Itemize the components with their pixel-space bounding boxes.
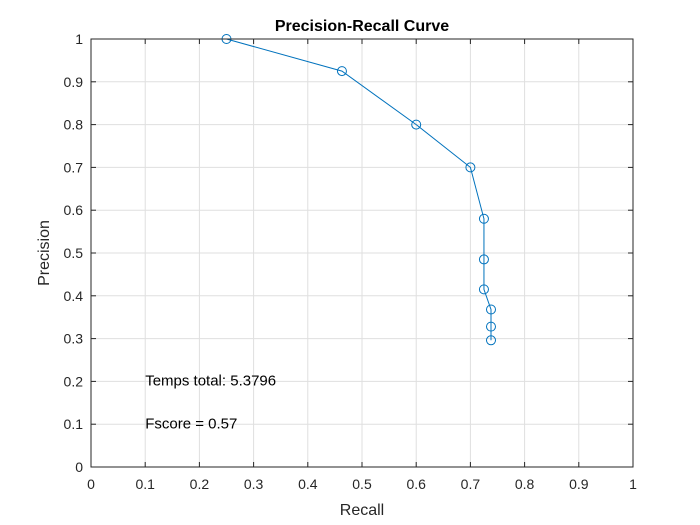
series-group — [221, 34, 496, 346]
x-tick-label: 1 — [629, 476, 637, 492]
data-point-marker — [411, 119, 422, 130]
chart-title: Precision-Recall Curve — [275, 18, 449, 35]
data-point-marker — [478, 213, 489, 224]
x-tick-label: 0.9 — [569, 476, 589, 492]
y-tick-label: 0.4 — [64, 288, 84, 304]
data-point-marker — [478, 284, 489, 295]
x-tick-label: 0.3 — [244, 476, 264, 492]
data-point-marker — [465, 162, 476, 173]
series-line — [226, 38, 492, 341]
y-axis-label: Precision — [36, 220, 53, 286]
y-tick-label: 1 — [75, 31, 83, 47]
x-tick-label: 0.8 — [515, 476, 535, 492]
data-point-marker — [336, 66, 347, 77]
grid — [90, 38, 634, 468]
x-tick-label: 0.1 — [135, 476, 155, 492]
y-tick-label: 0 — [75, 459, 83, 475]
y-tick-label: 0.3 — [64, 331, 84, 347]
data-point-marker — [485, 321, 496, 332]
y-tick-label: 0.7 — [64, 159, 84, 175]
y-tick-label: 0.8 — [64, 117, 84, 133]
chart-annotation: Temps total: 5.3796 — [145, 373, 276, 390]
chart-annotation: Fscore = 0.57 — [145, 415, 237, 432]
x-tick-label: 0.2 — [190, 476, 210, 492]
x-tick-label: 0.5 — [352, 476, 372, 492]
y-tick-label: 0.6 — [64, 202, 84, 218]
y-tick-label: 0.1 — [64, 416, 84, 432]
data-point-marker — [478, 254, 489, 265]
x-tick-label: 0.7 — [461, 476, 481, 492]
y-tick-label: 0.9 — [64, 74, 84, 90]
x-tick-label: 0.6 — [406, 476, 426, 492]
data-point-marker — [485, 335, 496, 346]
x-axis-label: Recall — [340, 502, 384, 519]
annotations: Temps total: 5.3796 Fscore = 0.57 — [145, 373, 276, 433]
x-tick-label: 0.4 — [298, 476, 318, 492]
ticks: 0 0.1 0.2 0.3 0.4 0.5 0.6 0.7 0.8 0.9 1 0 0.1 0.2 0.3 0… — [64, 31, 638, 492]
y-tick-label: 0.5 — [64, 245, 84, 261]
x-tick-label: 0 — [87, 476, 95, 492]
data-point-marker — [485, 304, 496, 315]
y-tick-label: 0.2 — [64, 373, 84, 389]
